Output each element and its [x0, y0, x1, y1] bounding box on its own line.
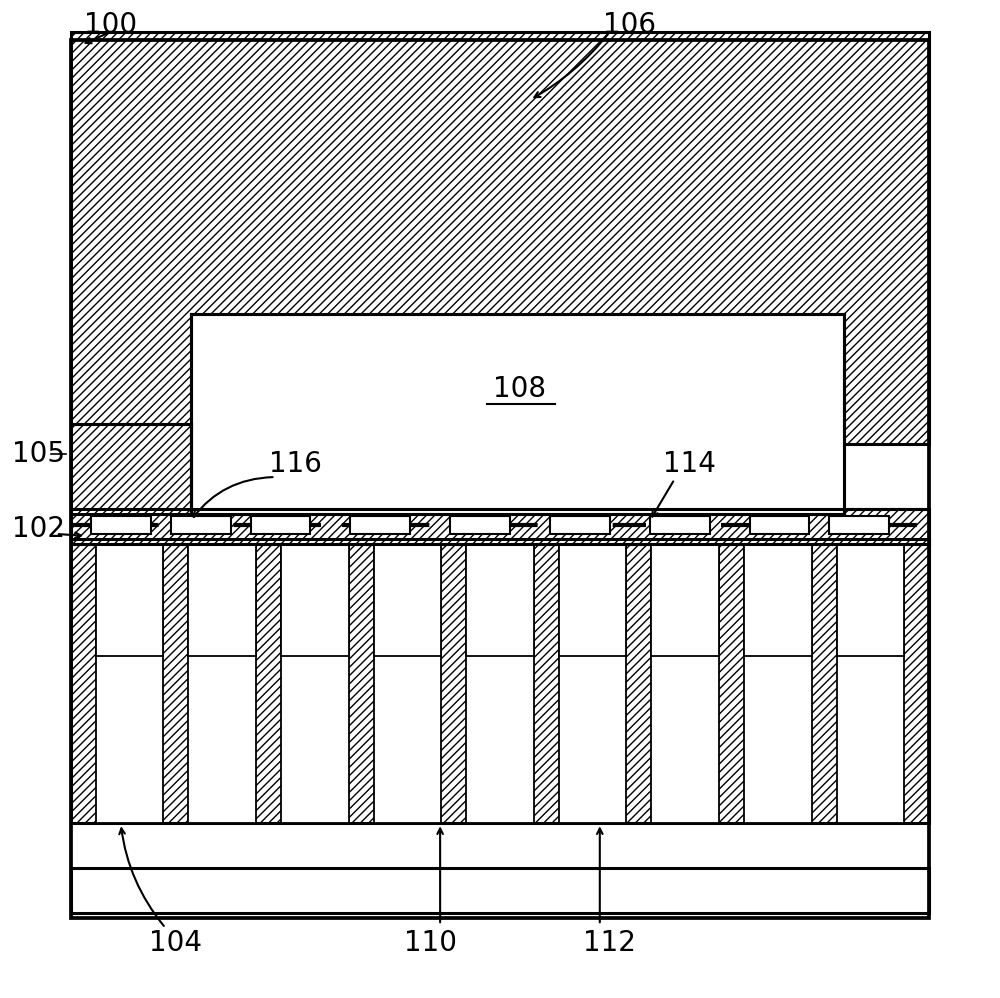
Text: 100: 100	[84, 11, 137, 39]
Bar	[71, 32, 929, 444]
Bar	[374, 544, 441, 823]
Bar	[96, 544, 163, 656]
Text: 106: 106	[603, 11, 656, 39]
Text: 114: 114	[663, 450, 716, 478]
Bar	[71, 509, 929, 544]
Bar	[188, 544, 256, 823]
Bar	[559, 544, 626, 823]
Bar	[71, 868, 929, 913]
Bar	[744, 544, 812, 823]
Text: 108: 108	[493, 375, 546, 403]
Text: 105: 105	[12, 440, 65, 468]
Text: 110: 110	[404, 929, 457, 957]
Bar	[837, 544, 904, 656]
Bar	[281, 544, 349, 823]
Text: 104: 104	[149, 929, 202, 957]
Bar	[650, 516, 710, 534]
Bar	[171, 516, 231, 534]
Bar	[829, 516, 889, 534]
Text: 102: 102	[12, 515, 65, 543]
Bar	[466, 544, 534, 656]
Bar	[71, 424, 191, 514]
Text: 112: 112	[583, 929, 636, 957]
Bar	[750, 516, 809, 534]
Bar	[651, 544, 719, 656]
Bar	[281, 544, 349, 656]
Bar	[651, 544, 719, 823]
Bar	[837, 544, 904, 823]
Bar	[71, 539, 929, 823]
Bar	[550, 516, 610, 534]
Bar	[250, 516, 310, 534]
Bar	[350, 516, 410, 534]
Bar	[559, 544, 626, 656]
Text: 116: 116	[269, 450, 322, 478]
Bar	[91, 516, 151, 534]
Bar	[71, 40, 929, 918]
Bar	[374, 544, 441, 656]
Bar	[744, 544, 812, 656]
Bar	[191, 314, 844, 514]
Bar	[188, 544, 256, 656]
Bar	[450, 516, 510, 534]
Bar	[96, 544, 163, 823]
Bar	[466, 544, 534, 823]
